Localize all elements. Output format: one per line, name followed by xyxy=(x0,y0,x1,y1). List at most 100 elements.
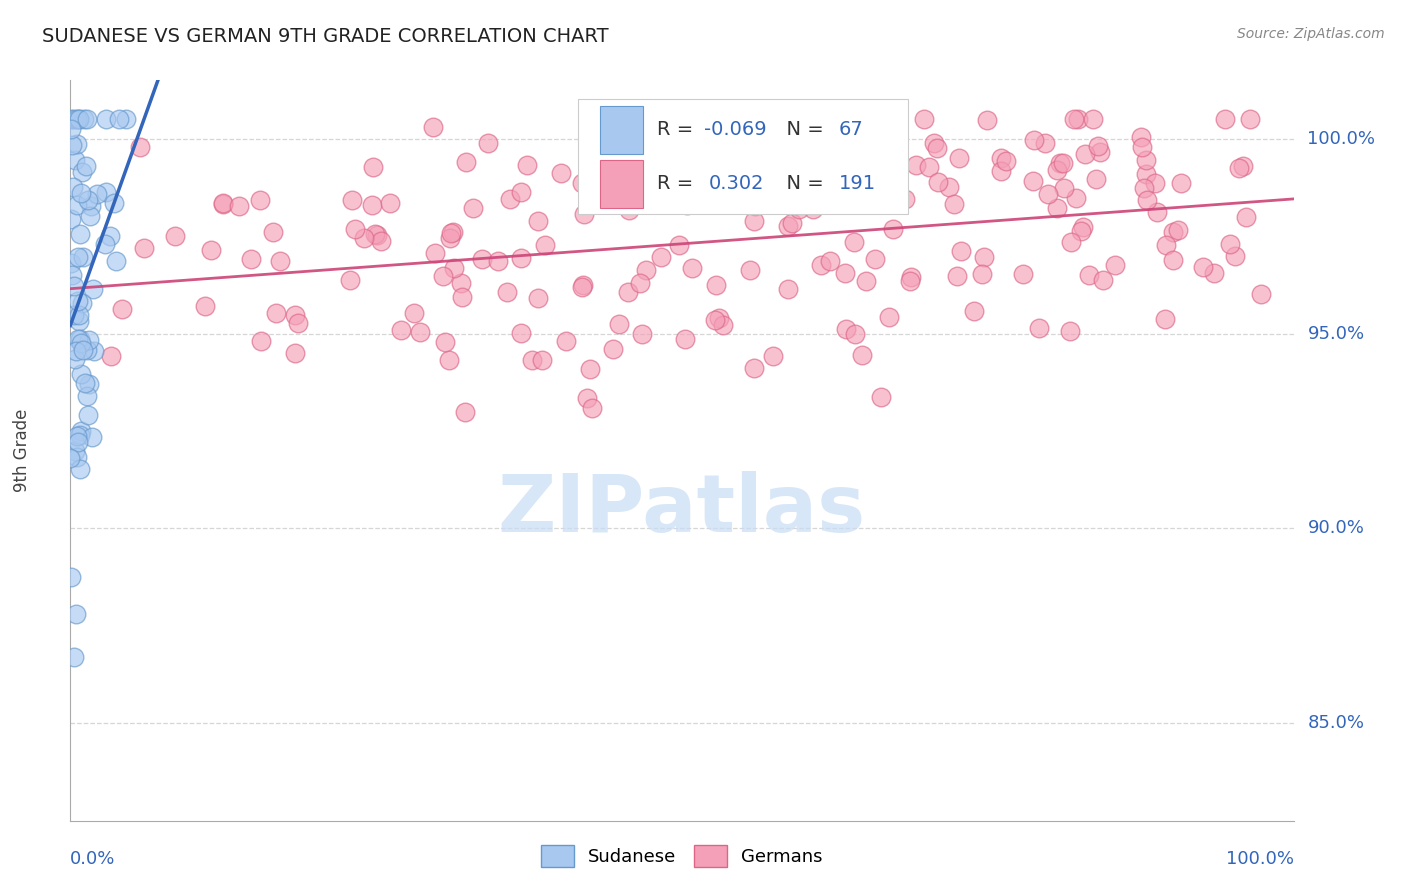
Point xyxy=(520,352,543,367)
Point xyxy=(1070,224,1092,238)
Point xyxy=(1135,167,1157,181)
Point xyxy=(776,112,799,127)
Point xyxy=(995,153,1018,168)
Point xyxy=(636,263,658,277)
Point xyxy=(66,112,89,127)
Point xyxy=(1234,210,1257,224)
Point xyxy=(439,231,461,245)
Point xyxy=(1078,268,1101,283)
Point xyxy=(1104,258,1126,272)
Point xyxy=(1033,136,1056,150)
Point xyxy=(495,285,517,299)
Point xyxy=(607,317,630,331)
Point xyxy=(1036,187,1059,202)
Point xyxy=(900,270,922,285)
Point xyxy=(72,250,94,264)
Point xyxy=(67,294,90,309)
Point xyxy=(1250,287,1272,301)
Point xyxy=(450,276,472,290)
Text: 100.0%: 100.0% xyxy=(1308,129,1375,148)
Point xyxy=(77,377,100,392)
Point xyxy=(94,186,117,200)
Point xyxy=(1059,324,1081,338)
Point xyxy=(67,308,90,322)
Text: 9th Grade: 9th Grade xyxy=(13,409,31,492)
Point xyxy=(526,291,548,305)
Point xyxy=(353,231,375,245)
Point xyxy=(990,164,1012,178)
Point xyxy=(76,112,98,127)
Point xyxy=(605,169,627,184)
Point xyxy=(1064,191,1087,205)
Point xyxy=(855,274,877,288)
Point xyxy=(65,153,87,168)
Legend: Sudanese, Germans: Sudanese, Germans xyxy=(534,838,830,874)
Point xyxy=(898,274,921,288)
Point xyxy=(269,253,291,268)
Point xyxy=(67,314,90,328)
Point xyxy=(673,332,696,346)
Point xyxy=(1227,161,1250,176)
Point xyxy=(581,401,603,416)
Point xyxy=(60,112,83,127)
Point xyxy=(776,282,799,296)
Point xyxy=(533,238,555,252)
Point xyxy=(63,351,86,366)
Point xyxy=(240,252,263,267)
Point xyxy=(571,278,593,293)
Text: N =: N = xyxy=(773,120,830,139)
Point xyxy=(509,185,531,199)
Point xyxy=(1161,253,1184,268)
FancyBboxPatch shape xyxy=(578,99,908,213)
Point xyxy=(433,335,456,350)
Point xyxy=(1060,235,1083,249)
Point xyxy=(477,136,499,151)
Point xyxy=(94,236,117,251)
Point xyxy=(69,332,91,346)
Point xyxy=(704,277,727,292)
Point xyxy=(617,285,640,300)
Point xyxy=(165,228,187,243)
Point xyxy=(631,327,654,342)
Point xyxy=(63,308,86,322)
Point xyxy=(72,343,94,358)
Point xyxy=(925,141,948,155)
Point xyxy=(69,227,91,241)
Point xyxy=(67,250,90,264)
Point xyxy=(973,250,995,264)
Point xyxy=(366,227,388,242)
Point xyxy=(668,237,690,252)
Point xyxy=(628,276,651,290)
Point xyxy=(1071,219,1094,234)
Point xyxy=(1232,159,1254,173)
Point xyxy=(69,424,91,438)
Point xyxy=(67,112,90,127)
Point xyxy=(787,202,810,217)
Point xyxy=(1130,139,1153,153)
Point xyxy=(780,215,803,229)
Point xyxy=(1130,130,1153,145)
Point xyxy=(342,193,364,207)
Point xyxy=(938,179,960,194)
Point xyxy=(60,138,83,153)
Point xyxy=(70,336,93,351)
Point xyxy=(918,160,941,174)
Point xyxy=(212,197,235,211)
Point xyxy=(835,322,858,336)
Point xyxy=(1053,181,1076,195)
Point xyxy=(103,195,125,210)
Point xyxy=(499,192,522,206)
Point xyxy=(63,649,86,664)
Point xyxy=(851,348,873,362)
Point xyxy=(976,112,998,127)
Point xyxy=(67,435,90,450)
Point xyxy=(1239,112,1261,127)
Point xyxy=(682,174,704,188)
Point xyxy=(463,201,485,215)
Point xyxy=(378,196,401,211)
Point xyxy=(364,227,387,241)
Point xyxy=(657,187,679,202)
Point xyxy=(516,158,538,172)
Point xyxy=(905,158,928,172)
Point xyxy=(1081,112,1104,127)
